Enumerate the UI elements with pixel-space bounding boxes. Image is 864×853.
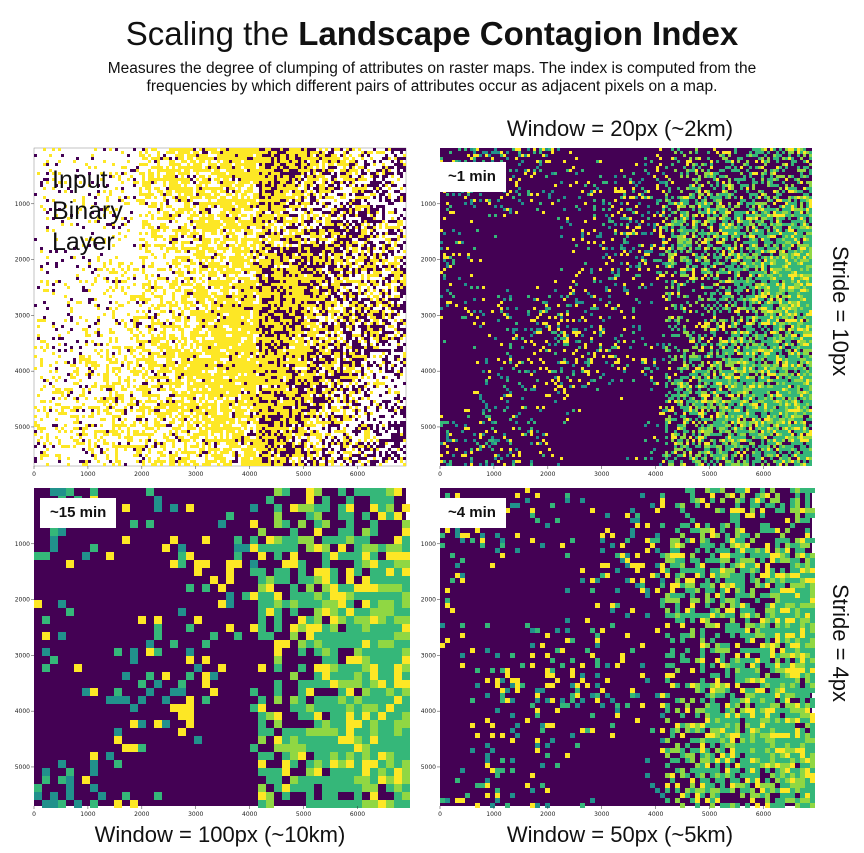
y-tick-label: 4000 <box>421 708 436 715</box>
x-tick-label: 5000 <box>702 471 717 478</box>
x-tick-label: 6000 <box>350 811 365 818</box>
y-tick-label: 5000 <box>15 764 30 771</box>
contagion-map-20px: 0 1000 2000 3000 4000 5000 6000 1000 2000 3000 400… <box>421 148 812 478</box>
x-tick-label: 0 <box>32 471 36 478</box>
runtime-badge-4min: ~4 min <box>438 498 506 528</box>
bottom-left-window-label: Window = 100px (~10km) <box>94 822 346 847</box>
subtitle-line-1: Measures the degree of clumping of attri… <box>107 60 757 77</box>
x-tick-label: 4000 <box>648 811 663 818</box>
input-label-line-1: Input <box>52 166 108 194</box>
y-tick-label: 1000 <box>421 541 436 548</box>
contagion-map-50px: 0 1000 2000 3000 4000 5000 6000 1000 2000 3000 400… <box>421 488 815 818</box>
x-tick-label: 5000 <box>296 471 311 478</box>
y-tick-label: 4000 <box>15 708 30 715</box>
x-tick-label: 4000 <box>242 471 257 478</box>
y-tick-label: 5000 <box>421 424 436 431</box>
window-100px-panel: 0 1000 2000 3000 4000 5000 6000 1000 2000 3000 400… <box>12 480 412 820</box>
y-tick-label: 1000 <box>421 201 436 208</box>
x-tick-label: 6000 <box>756 811 771 818</box>
x-tick-label: 2000 <box>134 811 149 818</box>
x-tick-label: 6000 <box>756 471 771 478</box>
x-tick-label: 2000 <box>134 471 149 478</box>
x-tick-label: 6000 <box>350 471 365 478</box>
x-tick-label: 1000 <box>486 471 501 478</box>
runtime-badge-15min: ~15 min <box>40 498 117 528</box>
y-tick-label: 1000 <box>15 201 30 208</box>
x-tick-label: 3000 <box>594 471 609 478</box>
x-tick-label: 0 <box>438 471 442 478</box>
stride-bottom-label: Stride = 4px <box>828 583 853 702</box>
x-tick-label: 2000 <box>540 471 555 478</box>
title-prefix: Scaling the <box>125 15 299 52</box>
y-tick-label: 2000 <box>421 597 436 604</box>
window-20px-panel: 0 1000 2000 3000 4000 5000 6000 1000 2000 3000 400… <box>418 140 818 480</box>
stride-top-label: Stride = 10px <box>828 245 853 377</box>
x-tick-label: 2000 <box>540 811 555 818</box>
y-tick-label: 3000 <box>15 652 30 659</box>
runtime-badge-1min: ~1 min <box>438 162 506 192</box>
y-tick-label: 4000 <box>421 368 436 375</box>
input-label-line-3: Layer <box>52 228 115 256</box>
input-label-line-2: Binary <box>52 197 123 225</box>
x-tick-label: 1000 <box>486 811 501 818</box>
y-tick-label: 4000 <box>15 368 30 375</box>
contagion-map-100px: 0 1000 2000 3000 4000 5000 6000 1000 2000 3000 400… <box>15 488 410 818</box>
x-tick-label: 0 <box>438 811 442 818</box>
x-tick-label: 1000 <box>80 811 95 818</box>
input-binary-map: 0 1000 2000 3000 4000 5000 6000 1000 2000 3000 400… <box>15 147 407 478</box>
input-binary-layer-panel: 0 1000 2000 3000 4000 5000 6000 1000 2000 3000 400… <box>12 140 412 480</box>
x-tick-label: 4000 <box>242 811 257 818</box>
x-tick-label: 0 <box>32 811 36 818</box>
window-50px-panel: 0 1000 2000 3000 4000 5000 6000 1000 2000 3000 400… <box>418 480 818 820</box>
x-tick-label: 3000 <box>594 811 609 818</box>
x-tick-label: 1000 <box>80 471 95 478</box>
page-title: Scaling the Landscape Contagion Index <box>0 14 864 54</box>
y-tick-label: 3000 <box>421 312 436 319</box>
x-tick-label: 5000 <box>702 811 717 818</box>
y-tick-label: 2000 <box>15 257 30 264</box>
x-tick-label: 5000 <box>296 811 311 818</box>
input-layer-label: Input Binary Layer <box>52 165 123 258</box>
x-tick-label: 4000 <box>648 471 663 478</box>
subtitle-line-2: frequencies by which different pairs of … <box>146 78 718 95</box>
y-tick-label: 5000 <box>15 424 30 431</box>
y-tick-label: 2000 <box>421 257 436 264</box>
y-tick-label: 2000 <box>15 597 30 604</box>
y-tick-label: 3000 <box>421 652 436 659</box>
bottom-right-window-label: Window = 50px (~5km) <box>506 822 734 847</box>
y-tick-label: 1000 <box>15 541 30 548</box>
y-tick-label: 5000 <box>421 764 436 771</box>
x-tick-label: 3000 <box>188 471 203 478</box>
top-window-label: Window = 20px (~2km) <box>506 116 734 141</box>
title-bold: Landscape Contagion Index <box>298 15 739 52</box>
y-tick-label: 3000 <box>15 312 30 319</box>
x-tick-label: 3000 <box>188 811 203 818</box>
subtitle: Measures the degree of clumping of attri… <box>40 60 824 96</box>
